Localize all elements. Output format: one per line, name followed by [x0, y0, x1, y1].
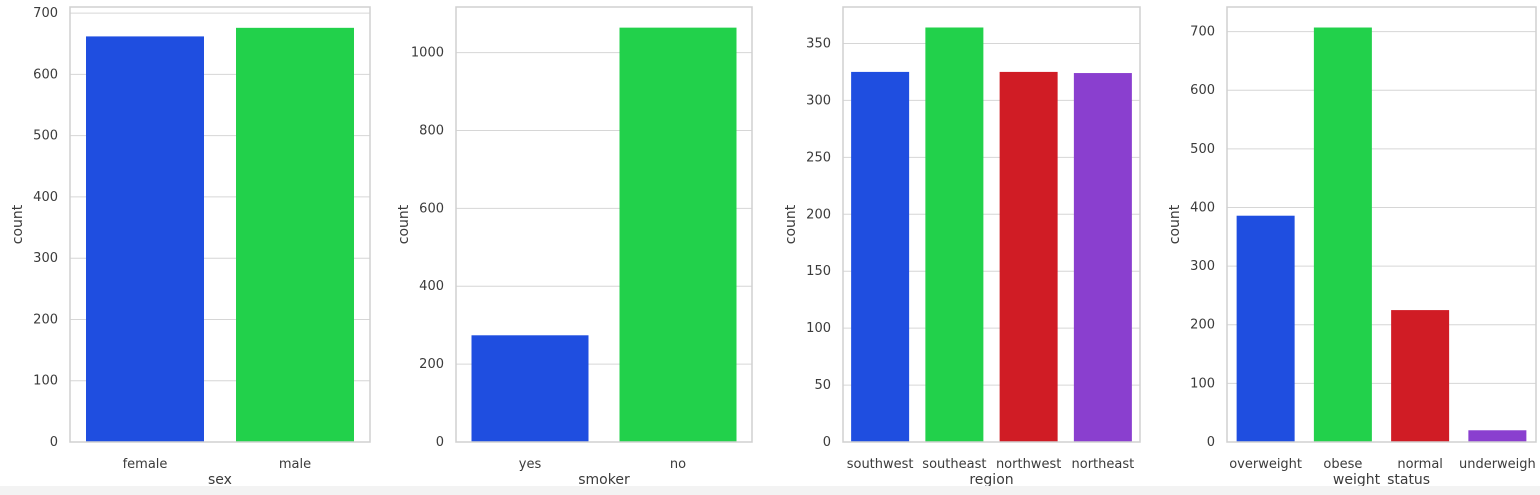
bar-underweigh [1468, 430, 1527, 442]
y-tick-label: 100 [33, 374, 58, 389]
x-axis-label: region [969, 472, 1013, 488]
x-tick-label: yes [519, 457, 542, 472]
x-tick-label: southwest [847, 457, 914, 472]
x-axis-label: sex [208, 472, 232, 488]
y-axis-label: count [396, 204, 412, 244]
y-tick-label: 300 [1190, 259, 1215, 274]
bar-male [236, 27, 354, 442]
x-tick-label: underweigh [1459, 457, 1536, 472]
y-tick-label: 350 [806, 36, 831, 51]
y-tick-label: 0 [823, 435, 831, 450]
y-tick-label: 200 [1190, 318, 1215, 333]
y-tick-label: 400 [33, 190, 58, 205]
y-tick-label: 300 [806, 93, 831, 108]
y-tick-label: 400 [1190, 200, 1215, 215]
y-tick-label: 0 [436, 435, 444, 450]
y-tick-label: 400 [419, 279, 444, 294]
bar-southeast [925, 27, 984, 443]
y-tick-label: 200 [419, 357, 444, 372]
x-tick-label: female [123, 457, 168, 472]
y-tick-label: 800 [419, 123, 444, 138]
bar-northeast [1073, 73, 1132, 442]
y-axis-label: count [10, 204, 26, 244]
axes-frame [455, 6, 753, 443]
chart-panel-2: 0 200 400 600 800 1000 yes no smoker count [396, 6, 753, 488]
x-tick-label: no [670, 457, 686, 472]
y-tick-label: 250 [806, 150, 831, 165]
y-tick-label: 300 [33, 251, 58, 266]
y-tick-label: 700 [33, 6, 58, 21]
bar-female [86, 36, 204, 443]
y-axis-label: count [783, 204, 799, 244]
y-tick-label: 50 [814, 378, 831, 393]
y-tick-label: 600 [33, 67, 58, 82]
y-tick-label: 200 [806, 207, 831, 222]
y-tick-label: 600 [419, 201, 444, 216]
axes-frame [69, 6, 371, 443]
y-tick-label: 600 [1190, 83, 1215, 98]
y-tick-label: 200 [33, 312, 58, 327]
y-axis-label: count [1167, 204, 1183, 244]
axes-frame [842, 6, 1141, 443]
y-tick-label: 500 [33, 129, 58, 144]
x-axis-label: smoker [578, 472, 630, 488]
bar-no [619, 27, 737, 443]
chart-panel-4: 0 100 200 300 400 500 600 700 overweight obese nor… [1167, 6, 1537, 488]
bottom-strip [0, 486, 1540, 495]
bar-obese [1313, 27, 1372, 443]
y-tick-label: 100 [806, 321, 831, 336]
bar-yes [471, 335, 589, 442]
y-tick-label: 0 [1207, 435, 1215, 450]
y-tick-label: 500 [1190, 142, 1215, 157]
x-axis-label: weight_status [1333, 472, 1430, 488]
bar-southwest [851, 71, 910, 442]
x-tick-label: normal [1397, 457, 1443, 472]
bar-normal [1391, 310, 1450, 442]
bar-overweight [1236, 215, 1295, 442]
y-tick-label: 100 [1190, 376, 1215, 391]
y-tick-label: 0 [50, 435, 58, 450]
y-tick-label: 150 [806, 264, 831, 279]
x-tick-label: overweight [1229, 457, 1302, 472]
chart-panel-1: 0 100 200 300 400 500 600 700 female male sex count [10, 6, 371, 488]
x-tick-label: southeast [922, 457, 986, 472]
axes-frame [1226, 6, 1537, 443]
chart-panel-3: 0 50 100 150 200 250 300 350 southwest southeast n… [783, 6, 1141, 488]
y-tick-label: 700 [1190, 25, 1215, 40]
bar-northwest [999, 71, 1058, 442]
x-tick-label: northeast [1072, 457, 1135, 472]
y-tick-label: 1000 [411, 46, 444, 61]
x-tick-label: northwest [996, 457, 1061, 472]
x-tick-label: male [279, 457, 311, 472]
x-tick-label: obese [1323, 457, 1362, 472]
